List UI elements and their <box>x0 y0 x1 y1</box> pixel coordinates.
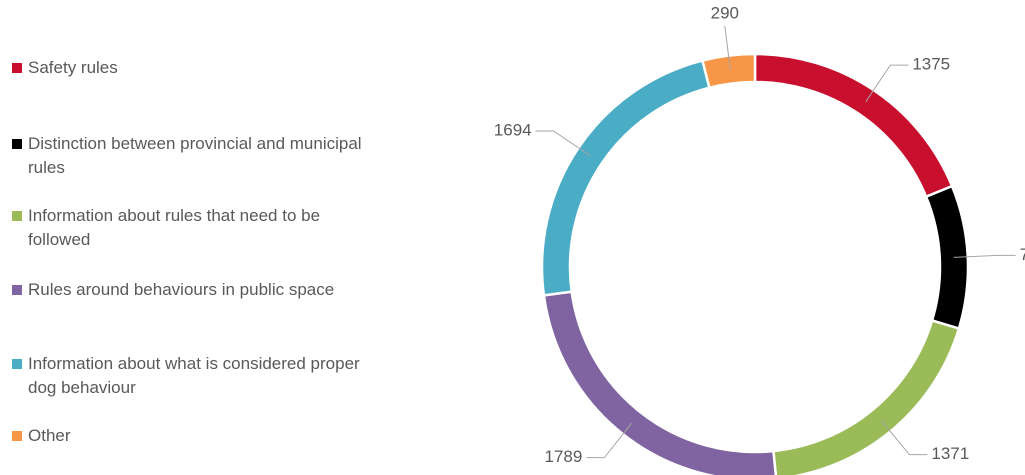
legend-item: Rules around behaviours in public space <box>12 278 372 302</box>
leader-line <box>865 64 909 102</box>
legend-item: Information about what is considered pro… <box>12 352 372 400</box>
legend-label: Rules around behaviours in public space <box>28 280 335 299</box>
leader-line <box>953 254 1016 258</box>
leader-line <box>535 130 591 157</box>
data-label: 795 <box>1020 245 1025 264</box>
legend-item: Distinction between provincial and munic… <box>12 132 372 180</box>
legend-swatch <box>12 63 22 73</box>
legend-swatch <box>12 359 22 369</box>
legend-item: Other <box>12 424 372 448</box>
legend-label: Distinction between provincial and munic… <box>28 134 362 177</box>
legend-swatch <box>12 211 22 221</box>
data-label: 1371 <box>931 444 969 463</box>
leader-line <box>724 25 731 70</box>
donut-segment <box>540 59 711 297</box>
legend-swatch <box>12 431 22 441</box>
legend-label: Safety rules <box>28 58 118 77</box>
legend-swatch <box>12 285 22 295</box>
legend-item: Information about rules that need to be … <box>12 204 372 252</box>
donut-segment <box>700 52 757 90</box>
data-label: 1694 <box>494 120 532 139</box>
leader-line <box>881 420 928 456</box>
data-label: 1789 <box>545 447 583 466</box>
legend-label: Information about what is considered pro… <box>28 354 360 397</box>
legend-label: Information about rules that need to be … <box>28 206 321 249</box>
legend-item: Safety rules <box>12 56 372 80</box>
donut-segment <box>753 52 954 199</box>
leader-line <box>586 422 633 459</box>
data-label: 1375 <box>912 55 950 74</box>
legend-swatch <box>12 139 22 149</box>
legend-label: Other <box>28 426 71 445</box>
data-label: 290 <box>711 3 739 22</box>
